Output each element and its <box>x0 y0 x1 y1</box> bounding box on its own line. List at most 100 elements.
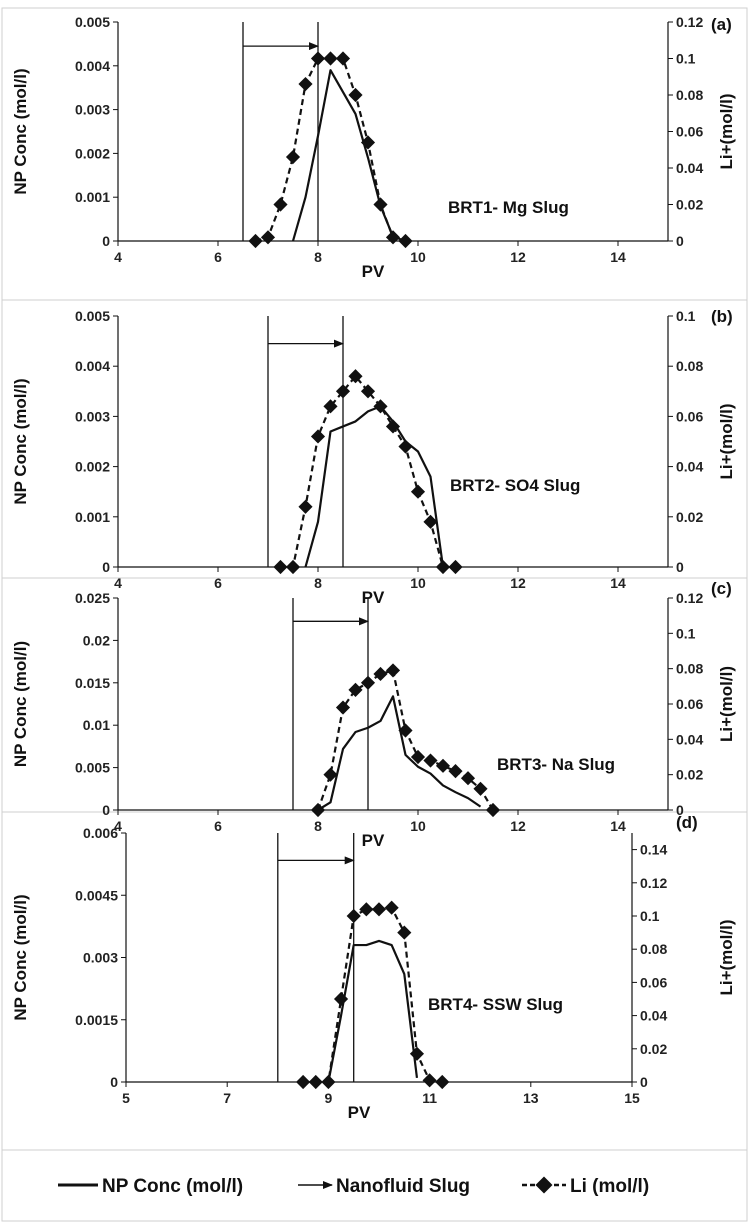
np-conc-line <box>317 695 482 811</box>
y-tick-label: 0.005 <box>75 14 110 30</box>
y2-tick-label: 0.08 <box>676 87 703 103</box>
x-tick-label: 12 <box>510 249 526 265</box>
legend-li-marker <box>535 1176 553 1194</box>
li-data-point <box>335 700 351 715</box>
panel-label: (b) <box>711 307 733 326</box>
x-tick-label: 10 <box>410 575 426 591</box>
x-axis-title: PV <box>362 588 385 607</box>
li-data-point <box>273 559 288 575</box>
y2-tick-label: 0.08 <box>676 661 703 677</box>
li-data-point <box>435 758 451 773</box>
li-data-point <box>296 1074 311 1090</box>
y2-tick-label: 0.04 <box>640 1008 667 1024</box>
y-tick-label: 0.002 <box>75 459 110 475</box>
x-tick-label: 14 <box>610 249 626 265</box>
x-tick-label: 12 <box>510 818 526 834</box>
x-axis-title: PV <box>362 262 385 281</box>
y2-tick-label: 0.12 <box>640 875 667 891</box>
y-tick-label: 0 <box>102 559 110 575</box>
y-tick-label: 0.004 <box>75 58 110 74</box>
li-data-point <box>323 51 338 66</box>
y-tick-label: 0.005 <box>75 760 110 776</box>
y2-tick-label: 0.1 <box>676 51 696 67</box>
x-tick-label: 8 <box>314 249 322 265</box>
x-tick-label: 15 <box>624 1090 640 1106</box>
y2-tick-label: 0 <box>676 559 684 575</box>
li-data-point <box>384 900 399 915</box>
x-tick-label: 14 <box>610 575 626 591</box>
y2-tick-label: 0 <box>676 233 684 249</box>
panel-label: (c) <box>711 579 732 598</box>
x-tick-label: 11 <box>422 1090 437 1106</box>
y-axis-title: NP Conc (mol/l) <box>11 641 30 767</box>
li-data-point <box>359 902 374 917</box>
np-conc-line <box>327 939 419 1083</box>
y2-tick-label: 0.1 <box>676 625 696 641</box>
x-tick-label: 6 <box>214 575 222 591</box>
y2-axis-title: Li+(mol/l) <box>717 93 736 169</box>
li-data-point <box>360 675 376 690</box>
np-conc-line <box>304 405 445 568</box>
x-tick-label: 8 <box>314 575 322 591</box>
x-tick-label: 14 <box>610 818 626 834</box>
li-data-point <box>308 1074 323 1090</box>
x-tick-label: 5 <box>122 1090 130 1106</box>
li-data-point <box>423 514 438 529</box>
chart-panel-3: 4 6 8 10 12 14 0 0.005 0.01 0.015 0.02 0.025 0 0.02 0.… <box>11 579 736 850</box>
li-data-point <box>260 230 276 245</box>
chart-panel-1: 4 6 8 10 12 14 0 0.001 0.002 0.003 0.004 0.005 0 0.02… <box>11 14 736 281</box>
legend-slug-label: Nanofluid Slug <box>336 1176 470 1197</box>
li-data-point <box>385 230 401 245</box>
y2-tick-label: 0.1 <box>676 308 696 324</box>
y-tick-label: 0.001 <box>75 189 110 205</box>
li-data-point <box>448 764 463 779</box>
li-data-point <box>360 384 376 399</box>
legend: NP Conc (mol/l) Nanofluid Slug Li (mol/l… <box>58 1176 649 1197</box>
li-data-point <box>373 197 388 212</box>
y2-tick-label: 0.02 <box>676 509 703 525</box>
li-data-point <box>348 87 363 103</box>
y-tick-label: 0.001 <box>75 509 110 525</box>
y2-axis-title: Li+(mol/l) <box>717 919 736 995</box>
li-data-point <box>285 559 301 575</box>
chart-panels: 4 6 8 10 12 14 0 0.001 0.002 0.003 0.004 0.005 0 0.02… <box>1 7 748 1222</box>
y-tick-label: 0.006 <box>83 825 118 841</box>
y2-tick-label: 0.06 <box>676 124 703 140</box>
y-tick-label: 0 <box>102 233 110 249</box>
li-data-point <box>371 902 387 917</box>
li-data-point <box>321 1074 336 1090</box>
y2-tick-label: 0.06 <box>640 974 667 990</box>
panel-annotation: BRT3- Na Slug <box>497 755 615 774</box>
y-tick-label: 0.003 <box>75 102 110 118</box>
li-data-point <box>273 197 288 212</box>
y2-tick-label: 0.02 <box>676 197 703 213</box>
li-data-point <box>422 1073 437 1088</box>
li-data-point <box>298 76 313 92</box>
y2-tick-label: 0.08 <box>676 358 703 374</box>
x-tick-label: 12 <box>510 575 526 591</box>
y2-tick-label: 0.04 <box>676 160 703 176</box>
y-tick-label: 0.02 <box>83 632 110 648</box>
li-data-point <box>435 1074 450 1090</box>
x-tick-label: 8 <box>314 818 322 834</box>
li-data-point <box>460 771 476 786</box>
y2-tick-label: 0.1 <box>640 908 660 924</box>
li-data-point <box>409 1046 425 1061</box>
x-tick-label: 4 <box>114 818 122 834</box>
y-tick-label: 0.0015 <box>75 1012 118 1028</box>
li-data-point <box>398 439 413 454</box>
li-data-point <box>410 484 426 499</box>
y-tick-label: 0.0045 <box>75 887 118 903</box>
li-data-point <box>346 908 361 924</box>
y-tick-label: 0.015 <box>75 675 110 691</box>
li-data-point <box>348 369 363 384</box>
li-data-point <box>398 233 413 249</box>
panel-annotation: BRT2- SO4 Slug <box>450 476 580 495</box>
x-tick-label: 9 <box>325 1090 333 1106</box>
li-data-point <box>348 682 363 697</box>
li-data-point <box>298 499 313 514</box>
panel-annotation: BRT1- Mg Slug <box>448 198 569 217</box>
y-tick-label: 0.01 <box>83 717 110 733</box>
li-data-point <box>335 384 351 399</box>
